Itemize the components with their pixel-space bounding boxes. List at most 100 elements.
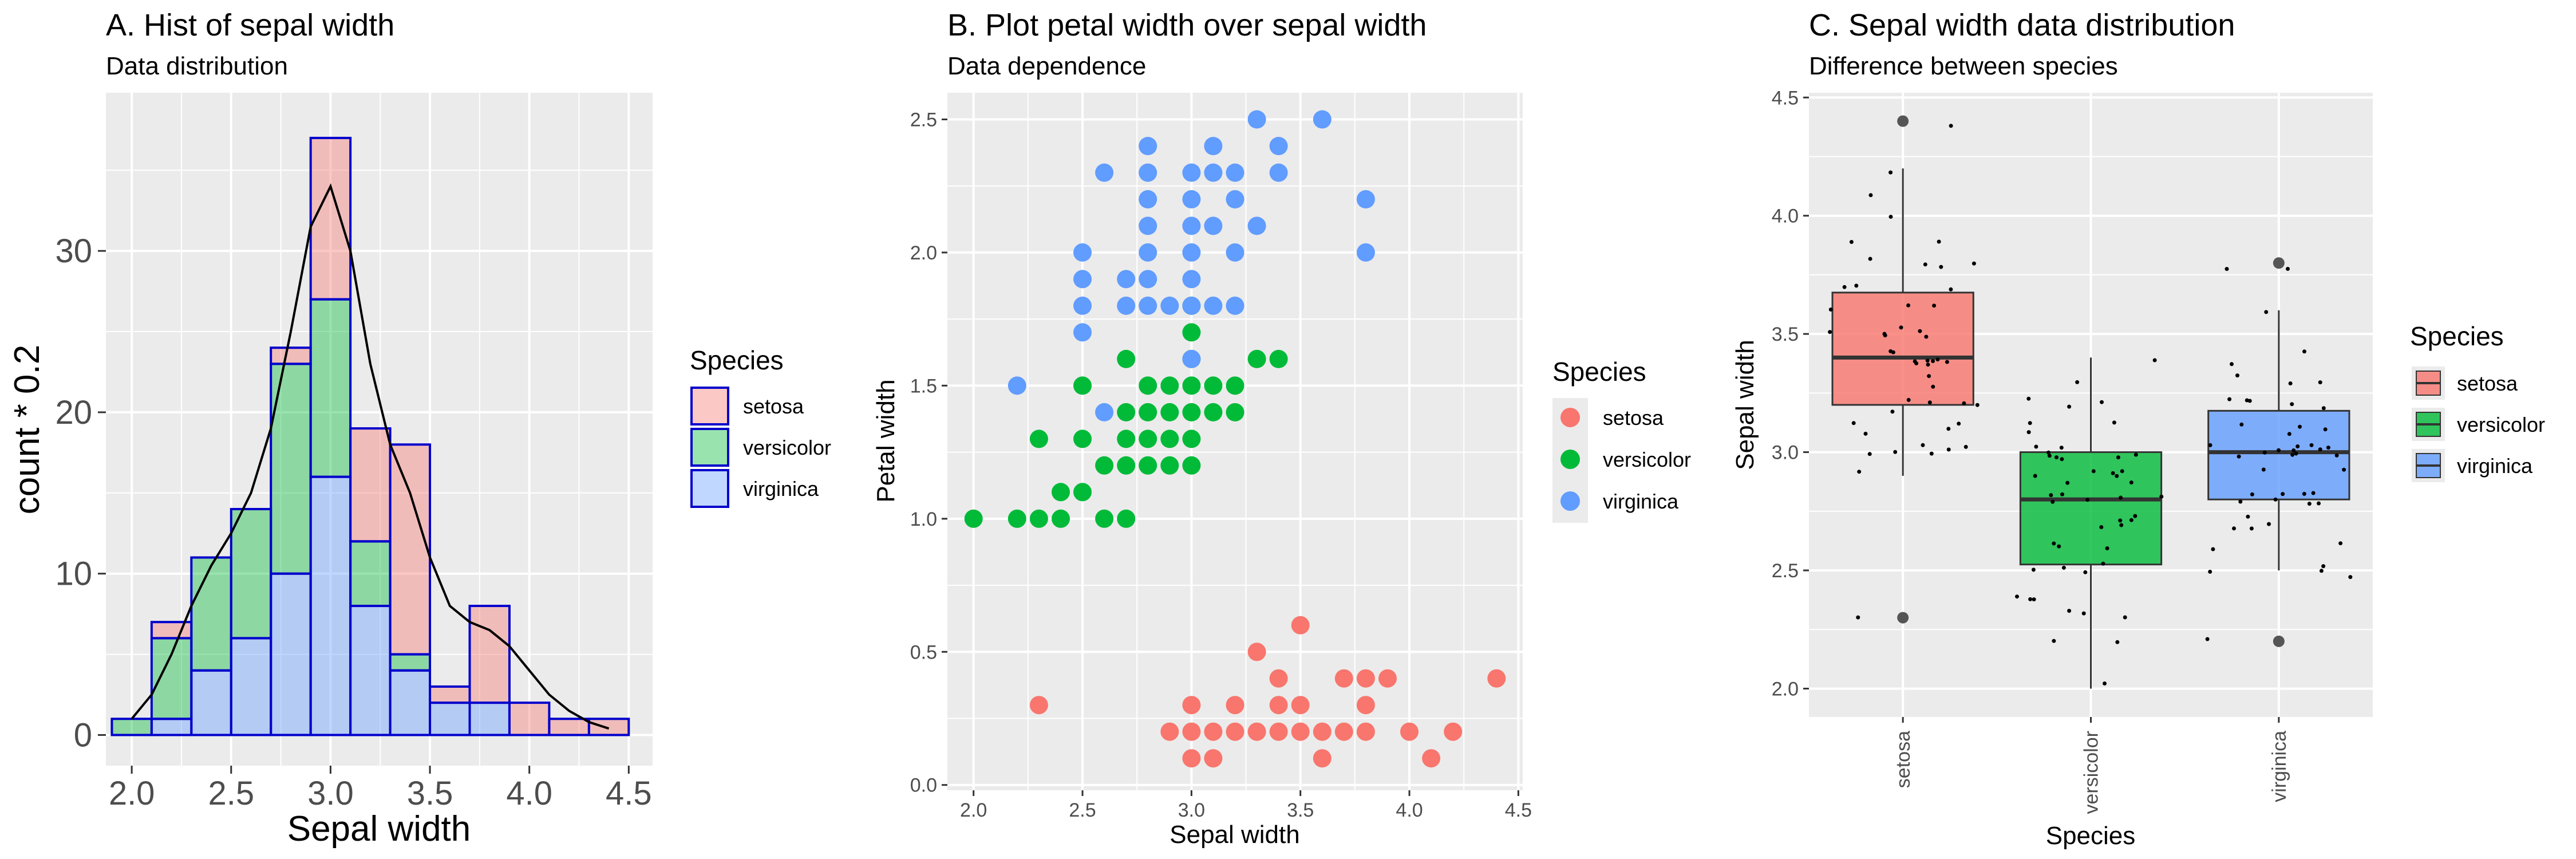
jitter-point-virginica [2211,547,2215,551]
scatter-point-versicolor [1269,349,1288,368]
scatter-point-versicolor [1247,349,1266,368]
jitter-point-virginica [2249,526,2254,531]
scatter-point-virginica [1269,163,1288,182]
legend-label-setosa: setosa [743,395,804,418]
scatter-point-setosa [1444,722,1463,741]
jitter-point-virginica [2318,380,2322,385]
legend-label-virginica: virginica [743,477,819,501]
scatter-point-setosa [1422,749,1441,768]
jitter-point-versicolor [2047,454,2052,458]
jitter-point-setosa [1939,265,1943,269]
x-tick-label: 4.5 [1505,799,1532,821]
jitter-point-setosa [1828,308,1833,312]
scatter-point-virginica [1182,216,1201,235]
x-tick-label: 2.5 [1069,799,1096,821]
jitter-point-versicolor [2075,380,2080,384]
jitter-point-virginica [2235,373,2239,378]
jitter-point-setosa [1932,304,1937,308]
x-tick-label: 3.5 [1287,799,1314,821]
jitter-point-virginica [2290,402,2294,407]
jitter-point-setosa [1842,285,1847,289]
jitter-point-versicolor [2159,494,2164,499]
jitter-point-setosa [1863,431,1868,436]
box-outlier-virginica [2273,257,2285,269]
histogram-bar-virginica [190,669,232,736]
histogram-bar-virginica [429,702,471,736]
scatter-point-setosa [1269,669,1288,688]
panel-b-x-axis-title: Sepal width [1170,821,1299,849]
jitter-point-versicolor [2067,609,2072,613]
scatter-point-virginica [1226,243,1244,262]
jitter-point-virginica [2288,381,2293,385]
jitter-point-versicolor [2103,681,2107,685]
jitter-point-versicolor [2129,480,2134,484]
jitter-point-setosa [1868,257,1872,261]
jitter-point-virginica [2239,422,2244,427]
jitter-point-versicolor [2046,450,2051,455]
jitter-point-versicolor [2067,404,2072,409]
jitter-point-virginica [2342,467,2346,472]
jitter-point-setosa [1888,170,1893,175]
jitter-point-virginica [2287,432,2291,436]
jitter-point-versicolor [2085,498,2090,502]
jitter-point-setosa [1937,239,1941,244]
jitter-point-setosa [1854,283,1859,288]
scatter-point-versicolor [1139,430,1157,448]
scatter-point-versicolor [1139,456,1157,475]
jitter-point-virginica [2294,451,2298,456]
scatter-point-setosa [1247,722,1266,741]
jitter-point-virginica [2302,349,2306,354]
x-tick-label-setosa: setosa [1893,731,1914,788]
jitter-point-virginica [2311,491,2316,495]
histogram-bar-setosa [468,605,511,704]
legend-key-setosa [690,387,729,425]
scatter-point-versicolor [1160,403,1179,421]
jitter-point-versicolor [2055,455,2059,460]
jitter-point-virginica [2246,514,2250,519]
jitter-point-virginica [2317,501,2321,506]
scatter-point-setosa [1204,722,1223,741]
histogram-bar-setosa [508,702,551,736]
jitter-point-versicolor [2115,474,2119,478]
scatter-point-virginica [1182,190,1201,208]
histogram-bar-virginica [349,605,392,736]
jitter-point-versicolor [2134,452,2138,457]
scatter-point-setosa [1487,669,1506,688]
histogram-bar-virginica [230,637,272,736]
scatter-point-setosa [1182,722,1201,741]
jitter-point-virginica [2264,310,2269,314]
jitter-point-setosa [1946,427,1951,431]
legend-label-virginica: virginica [2457,454,2533,478]
scatter-point-versicolor [1182,403,1201,421]
scatter-point-virginica [1139,216,1157,235]
scatter-point-setosa [1400,722,1419,741]
scatter-point-virginica [1182,243,1201,262]
jitter-point-setosa [1923,262,1927,267]
y-tick-label: 0.5 [910,641,937,663]
legend-key-virginica [1560,491,1580,511]
jitter-point-setosa [1957,421,1961,426]
scatter-point-virginica [1226,190,1244,208]
panel-a-title: A. Hist of sepal width [106,8,394,42]
jitter-point-versicolor [2111,471,2115,475]
scatter-point-versicolor [1029,509,1048,528]
jitter-point-setosa [1856,615,1860,620]
histogram-bar-setosa [349,427,392,543]
scatter-point-virginica [1139,137,1157,155]
jitter-point-versicolor [2119,523,2124,527]
legend-key-virginica [2412,449,2445,482]
jitter-point-versicolor [2057,544,2061,549]
jitter-point-setosa [1849,240,1854,244]
panel-b-legend-title: Species [1552,357,1646,387]
y-tick-label: 4.0 [1772,206,1799,227]
scatter-point-virginica [1247,110,1266,129]
panel-b-legend: Species setosa versicolor virginica [1552,357,1691,523]
jitter-point-setosa [1906,397,1911,402]
scatter-point-versicolor [1095,456,1114,475]
jitter-point-versicolor [2112,420,2116,425]
x-tick-label: 4.5 [606,775,652,812]
jitter-point-setosa [1918,329,1922,333]
x-tick-label: 4.0 [506,775,552,812]
panel-b-title: B. Plot petal width over sepal width [947,8,1427,42]
scatter-point-setosa [1029,696,1048,715]
